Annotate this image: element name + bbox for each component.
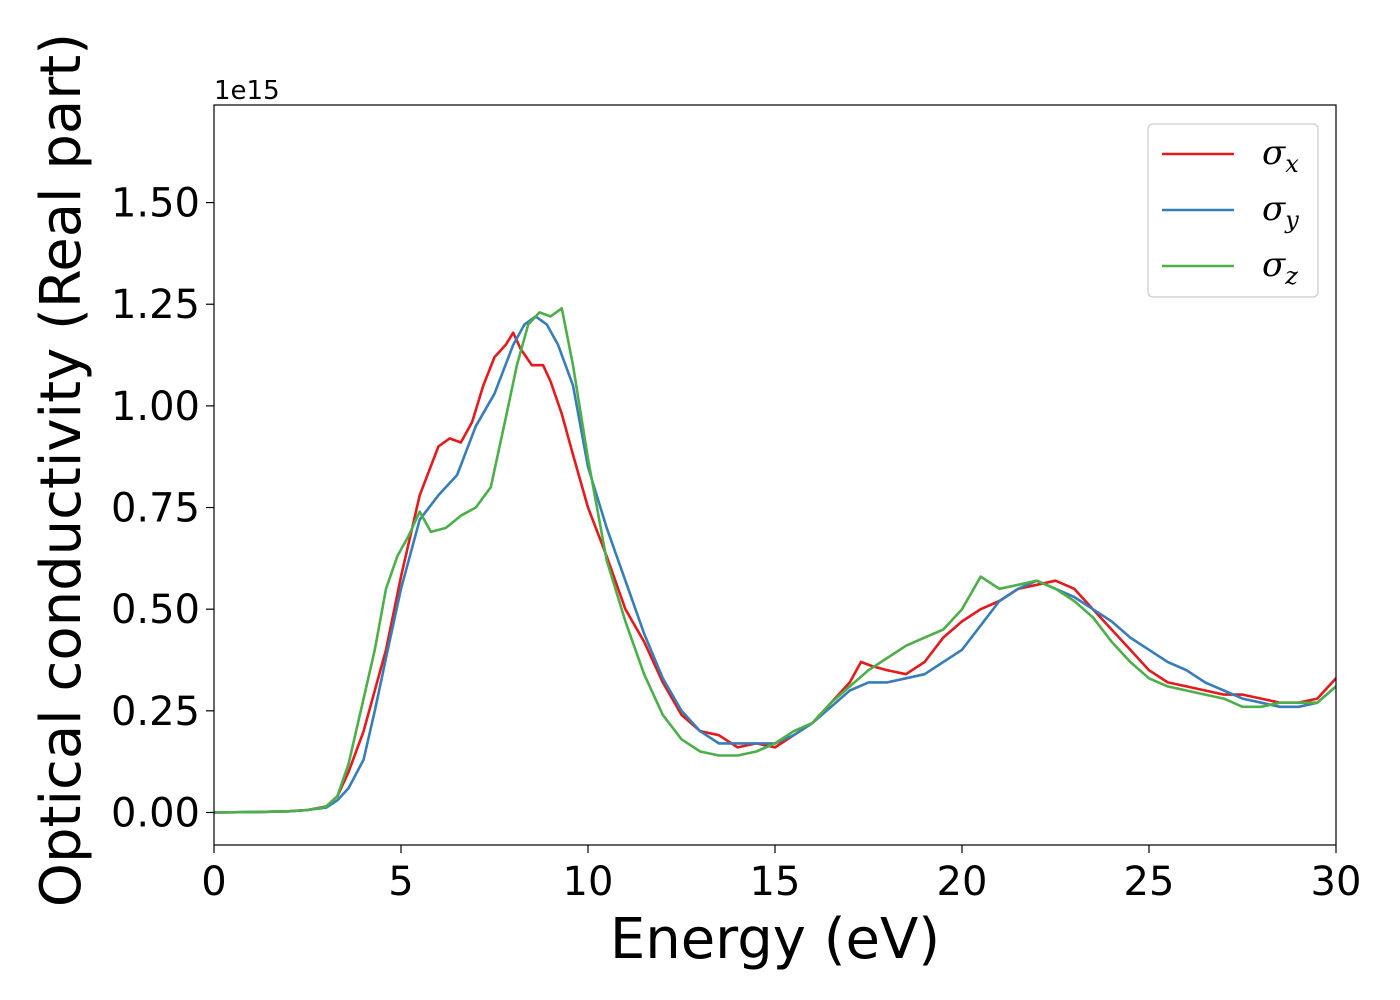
series-line-x: [214, 331, 1336, 814]
x-tick-label: 15: [750, 859, 801, 905]
series-line-z: [214, 306, 1336, 814]
series-layer: [214, 306, 1336, 814]
x-axis-label: Energy (eV): [610, 907, 940, 972]
y-axis-label: Optical conductivity (Real part): [29, 33, 94, 907]
x-tick-label: 0: [201, 859, 226, 905]
legend-label-z: σz: [1262, 245, 1298, 290]
y-tick-label: 1.00: [111, 384, 200, 430]
series-line-y: [214, 315, 1336, 814]
y-axis-ticks: 0.00 0.25 0.50 0.75 1.00 1.25 1.50: [111, 181, 214, 836]
x-tick-label: 10: [563, 859, 614, 905]
legend: σx σy σz: [1147, 123, 1319, 298]
y-tick-label: 1.50: [111, 181, 200, 227]
x-tick-label: 20: [937, 859, 988, 905]
y-tick-label: 0.75: [111, 486, 200, 532]
x-tick-label: 30: [1311, 859, 1362, 905]
x-tick-label: 5: [388, 859, 413, 905]
x-axis-ticks: 0 5 10 15 20 25 30: [201, 845, 1361, 905]
y-tick-label: 0.00: [111, 790, 200, 836]
legend-label-x: σx: [1262, 133, 1299, 178]
y-offset-text: 1e15: [214, 76, 280, 106]
x-tick-label: 25: [1124, 859, 1175, 905]
y-tick-label: 1.25: [111, 282, 200, 328]
legend-label-y: σy: [1262, 189, 1299, 234]
y-tick-label: 0.50: [111, 587, 200, 633]
y-tick-label: 0.25: [111, 689, 200, 735]
